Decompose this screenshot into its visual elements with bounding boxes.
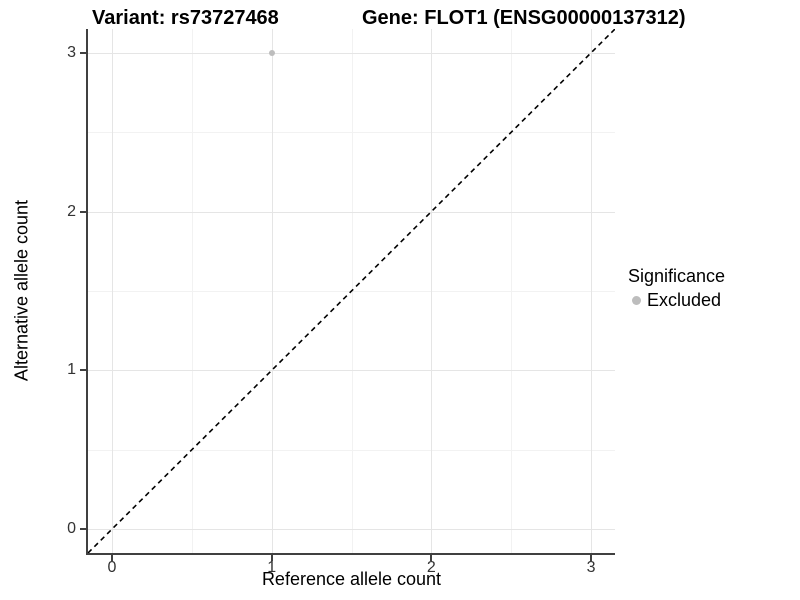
y-axis-tick [80, 51, 86, 54]
major-gridline-horizontal [88, 370, 615, 372]
y-axis-tick [80, 528, 86, 531]
y-tick-label: 3 [67, 43, 76, 61]
x-tick-label: 1 [267, 559, 277, 576]
major-gridline-vertical [591, 29, 593, 553]
x-axis-line [86, 553, 615, 555]
x-axis-title: Reference allele count [261, 569, 442, 589]
major-gridline-vertical [431, 29, 433, 553]
plot-panel [88, 29, 615, 553]
y-tick-label: 1 [67, 361, 76, 379]
minor-gridline-horizontal [88, 132, 615, 134]
legend-item-label: Excluded [647, 290, 722, 310]
y-axis-tick [80, 369, 86, 372]
y-axis-tick [80, 210, 86, 213]
x-axis-tick [110, 555, 113, 561]
x-axis-tick [270, 555, 273, 561]
y-tick-label: 0 [67, 520, 76, 538]
variant-title: Variant: rs73727468 [92, 7, 279, 29]
x-tick-label: 0 [107, 559, 117, 576]
major-gridline-vertical [111, 29, 113, 553]
y-axis-title: Alternative allele count [11, 199, 32, 382]
legend-item-excluded: Excluded [628, 290, 725, 311]
y-tick-label: 2 [67, 202, 76, 220]
legend-title: Significance [628, 266, 726, 286]
minor-gridline-horizontal [88, 291, 615, 292]
x-tick-label: 2 [426, 559, 436, 576]
major-gridline-horizontal [88, 529, 615, 531]
x-axis-tick [590, 555, 593, 561]
major-gridline-horizontal [88, 211, 615, 213]
gene-title: Gene: FLOT1 (ENSG00000137312) [362, 7, 686, 29]
x-tick-label: 3 [586, 559, 596, 576]
x-axis-tick [430, 555, 433, 561]
major-gridline-horizontal [88, 52, 615, 54]
data-point [268, 49, 275, 56]
major-gridline-vertical [271, 29, 273, 553]
y-axis-line [86, 29, 88, 555]
legend: Significance Excluded [628, 266, 725, 311]
legend-point-icon [632, 296, 641, 305]
minor-gridline-horizontal [88, 449, 615, 451]
